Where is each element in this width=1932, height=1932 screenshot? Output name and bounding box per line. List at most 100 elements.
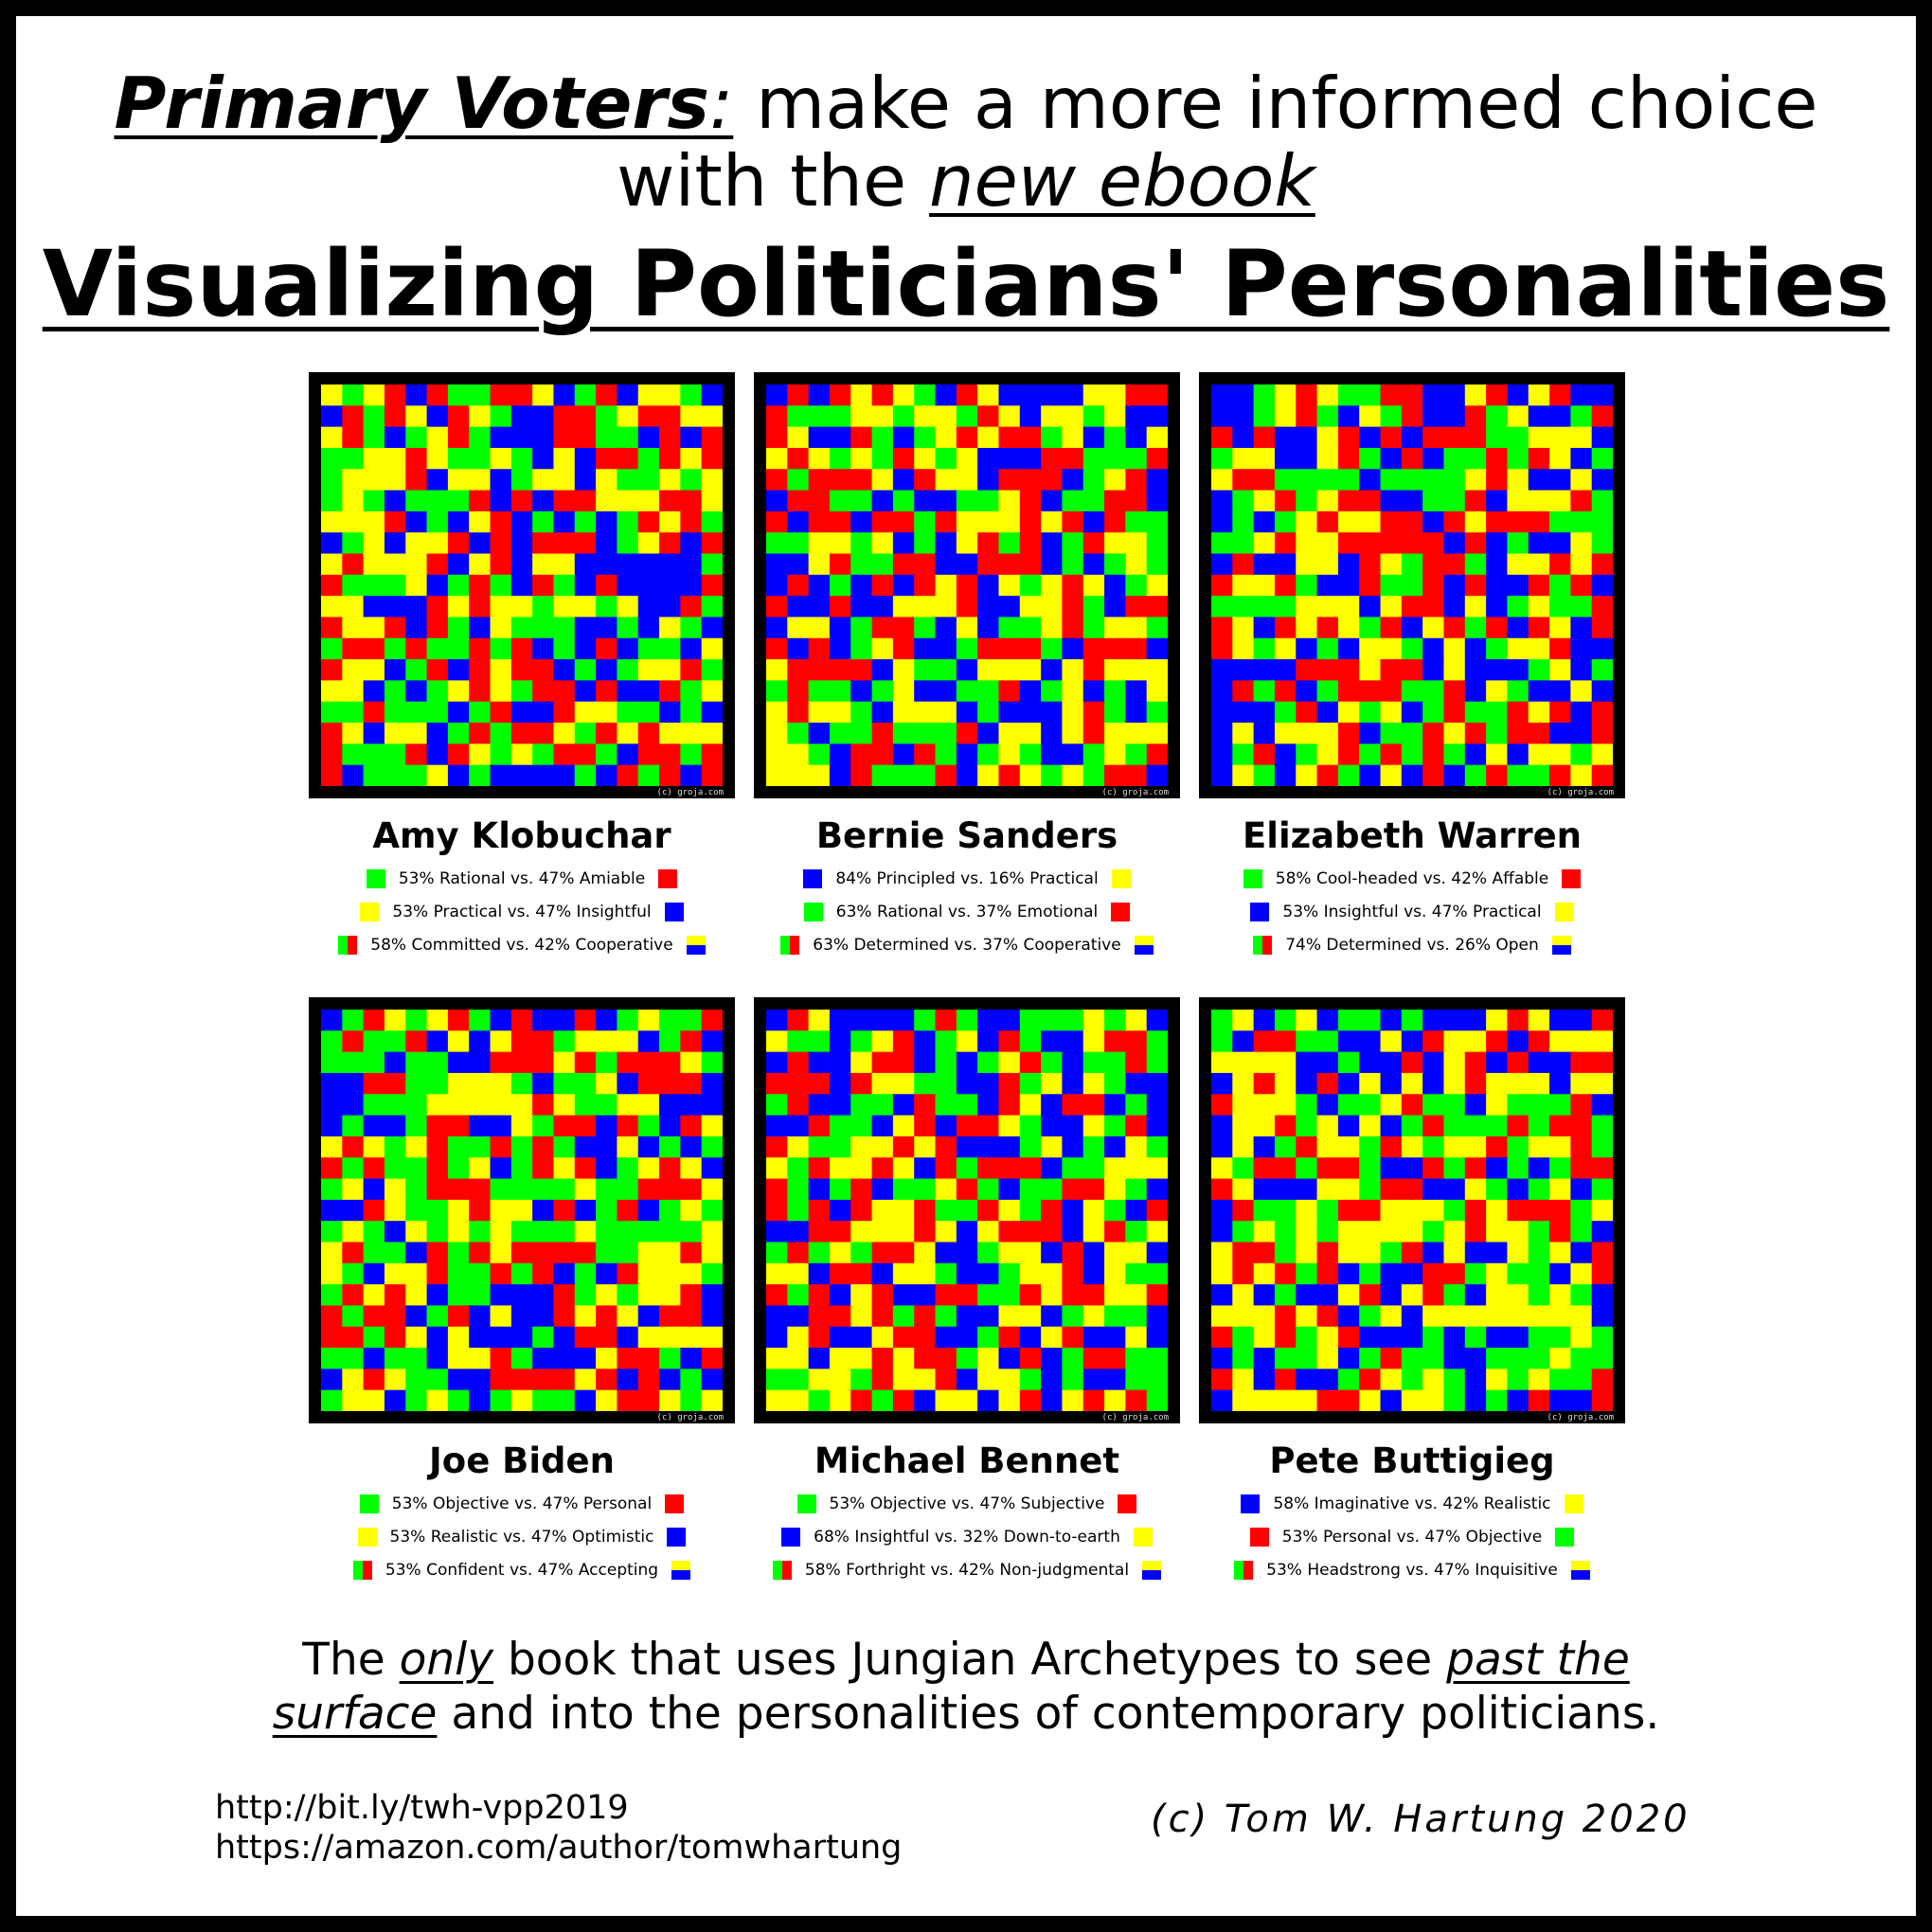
yellow-swatch xyxy=(1133,1528,1153,1547)
green-red-swatch xyxy=(780,936,800,955)
grid-credit: (c) groja.com xyxy=(1101,788,1169,797)
new-ebook-label: new ebook xyxy=(929,139,1315,223)
mosaic-grid xyxy=(766,385,1168,786)
legend-text: 53% Headstrong vs. 47% Inquisitive xyxy=(1266,1561,1558,1580)
header-line-1: Primary Voters: make a more informed cho… xyxy=(0,64,1932,142)
blue-swatch xyxy=(1250,903,1270,921)
legend-text: 53% Confident vs. 47% Accepting xyxy=(385,1561,659,1580)
politician-name: Bernie Sanders xyxy=(815,815,1118,856)
mosaic-grid xyxy=(766,1010,1168,1411)
green-swatch xyxy=(796,1494,816,1513)
blue-swatch xyxy=(1241,1494,1261,1513)
green-swatch xyxy=(1555,1528,1575,1547)
footer-past-the: past the xyxy=(1446,1634,1630,1686)
blue-swatch xyxy=(667,1528,687,1547)
primary-voters-label: Primary Voters xyxy=(114,62,710,145)
legend-text: 58% Forthright vs. 42% Non-judgmental xyxy=(804,1561,1130,1580)
legend-row: 53% Headstrong vs. 47% Inquisitive xyxy=(1199,1559,1625,1582)
primary-voters-colon: : xyxy=(709,62,734,145)
bitly-link[interactable]: http://bit.ly/twh-vpp2019 xyxy=(215,1789,629,1827)
legend-text: 53% Realistic vs. 47% Optimistic xyxy=(389,1528,654,1547)
footer-line-2: surface and into the personalities of co… xyxy=(0,1688,1932,1741)
politician-name: Michael Bennet xyxy=(814,1440,1120,1481)
legend-row: 63% Rational vs. 37% Emotional xyxy=(754,901,1180,923)
green-red-swatch xyxy=(772,1561,792,1580)
legend-text: 63% Rational vs. 37% Emotional xyxy=(835,903,1099,921)
mosaic-grid xyxy=(321,1010,723,1411)
blue-swatch xyxy=(664,903,684,921)
legend-row: 53% Rational vs. 47% Amiable xyxy=(309,868,735,890)
yellow-swatch xyxy=(357,1528,377,1547)
yellow-blue-swatch xyxy=(1142,1561,1162,1580)
yellow-blue-swatch xyxy=(671,1561,691,1580)
personality-mosaic: (c) groja.com xyxy=(309,997,735,1423)
green-red-swatch xyxy=(1234,1561,1254,1580)
red-swatch xyxy=(1562,869,1582,888)
header-line-2: with the new ebook xyxy=(0,142,1932,220)
legend-row: 53% Insightful vs. 47% Practical xyxy=(1199,901,1625,923)
book-title: Visualizing Politicians' Personalities xyxy=(0,232,1932,336)
legend-row: 53% Practical vs. 47% Insightful xyxy=(309,901,735,923)
legend-row: 53% Realistic vs. 47% Optimistic xyxy=(309,1526,735,1548)
footer-only: only xyxy=(399,1634,494,1686)
grid-credit: (c) groja.com xyxy=(656,1413,724,1422)
legend-text: 53% Rational vs. 47% Amiable xyxy=(398,869,646,888)
legend-row: 58% Forthright vs. 42% Non-judgmental xyxy=(754,1559,1180,1582)
yellow-blue-swatch xyxy=(1134,936,1154,955)
blue-swatch xyxy=(781,1528,801,1547)
green-swatch xyxy=(366,869,385,888)
green-red-swatch xyxy=(338,936,358,955)
red-swatch xyxy=(665,1494,685,1513)
legend-text: 84% Principled vs. 16% Practical xyxy=(835,869,1099,888)
blue-swatch xyxy=(803,869,823,888)
politician-name: Elizabeth Warren xyxy=(1242,815,1583,856)
header-line-2-prefix: with the xyxy=(617,139,930,223)
yellow-blue-swatch xyxy=(686,936,706,955)
grid-credit: (c) groja.com xyxy=(1101,1413,1169,1422)
legend-row: 58% Committed vs. 42% Cooperative xyxy=(309,934,735,957)
green-red-swatch xyxy=(352,1561,372,1580)
legend-text: 58% Committed vs. 42% Cooperative xyxy=(370,936,673,955)
green-red-swatch xyxy=(1253,936,1273,955)
legend-text: 53% Practical vs. 47% Insightful xyxy=(392,903,652,921)
amazon-author-link[interactable]: https://amazon.com/author/tomwhartung xyxy=(215,1829,903,1867)
red-swatch xyxy=(1111,903,1131,921)
personality-mosaic: (c) groja.com xyxy=(1199,372,1625,798)
legend-text: 58% Imaginative vs. 42% Realistic xyxy=(1273,1494,1551,1513)
personality-mosaic: (c) groja.com xyxy=(754,997,1180,1423)
legend-text: 74% Determined vs. 26% Open xyxy=(1285,936,1539,955)
copyright-signature: (c) Tom W. Hartung 2020 xyxy=(1151,1798,1690,1841)
green-swatch xyxy=(803,903,823,921)
legend-text: 58% Cool-headed vs. 42% Affable xyxy=(1275,869,1549,888)
footer-text-b: book that uses Jungian Archetypes to see xyxy=(493,1634,1447,1686)
yellow-blue-swatch xyxy=(1551,936,1571,955)
legend-text: 68% Insightful vs. 32% Down-to-earth xyxy=(814,1528,1120,1547)
green-swatch xyxy=(359,1494,379,1513)
personality-mosaic: (c) groja.com xyxy=(309,372,735,798)
header-line-1-text: make a more informed choice xyxy=(733,62,1818,145)
legend-row: 53% Objective vs. 47% Personal xyxy=(309,1493,735,1515)
footer-line-1: The only book that uses Jungian Archetyp… xyxy=(0,1634,1932,1687)
mosaic-grid xyxy=(1211,385,1613,786)
personality-mosaic: (c) groja.com xyxy=(1199,997,1625,1423)
green-swatch xyxy=(1243,869,1262,888)
legend-text: 53% Objective vs. 47% Subjective xyxy=(829,1494,1105,1513)
yellow-swatch xyxy=(1554,903,1574,921)
legend-row: 58% Imaginative vs. 42% Realistic xyxy=(1199,1493,1625,1515)
yellow-swatch xyxy=(1111,869,1131,888)
legend-row: 53% Confident vs. 47% Accepting xyxy=(309,1559,735,1582)
footer-surface: surface xyxy=(272,1688,438,1740)
yellow-swatch xyxy=(1564,1494,1583,1513)
legend-text: 63% Determined vs. 37% Cooperative xyxy=(813,936,1121,955)
legend-row: 58% Cool-headed vs. 42% Affable xyxy=(1199,868,1625,890)
legend-text: 53% Objective vs. 47% Personal xyxy=(391,1494,653,1513)
yellow-blue-swatch xyxy=(1570,1561,1590,1580)
legend-row: 74% Determined vs. 26% Open xyxy=(1199,934,1625,957)
grid-credit: (c) groja.com xyxy=(1547,788,1614,797)
red-swatch xyxy=(1118,1494,1137,1513)
politician-name: Joe Biden xyxy=(429,1440,615,1481)
personality-mosaic: (c) groja.com xyxy=(754,372,1180,798)
footer-text-a: The xyxy=(302,1634,400,1686)
red-swatch xyxy=(1249,1528,1269,1547)
legend-row: 63% Determined vs. 37% Cooperative xyxy=(754,934,1180,957)
